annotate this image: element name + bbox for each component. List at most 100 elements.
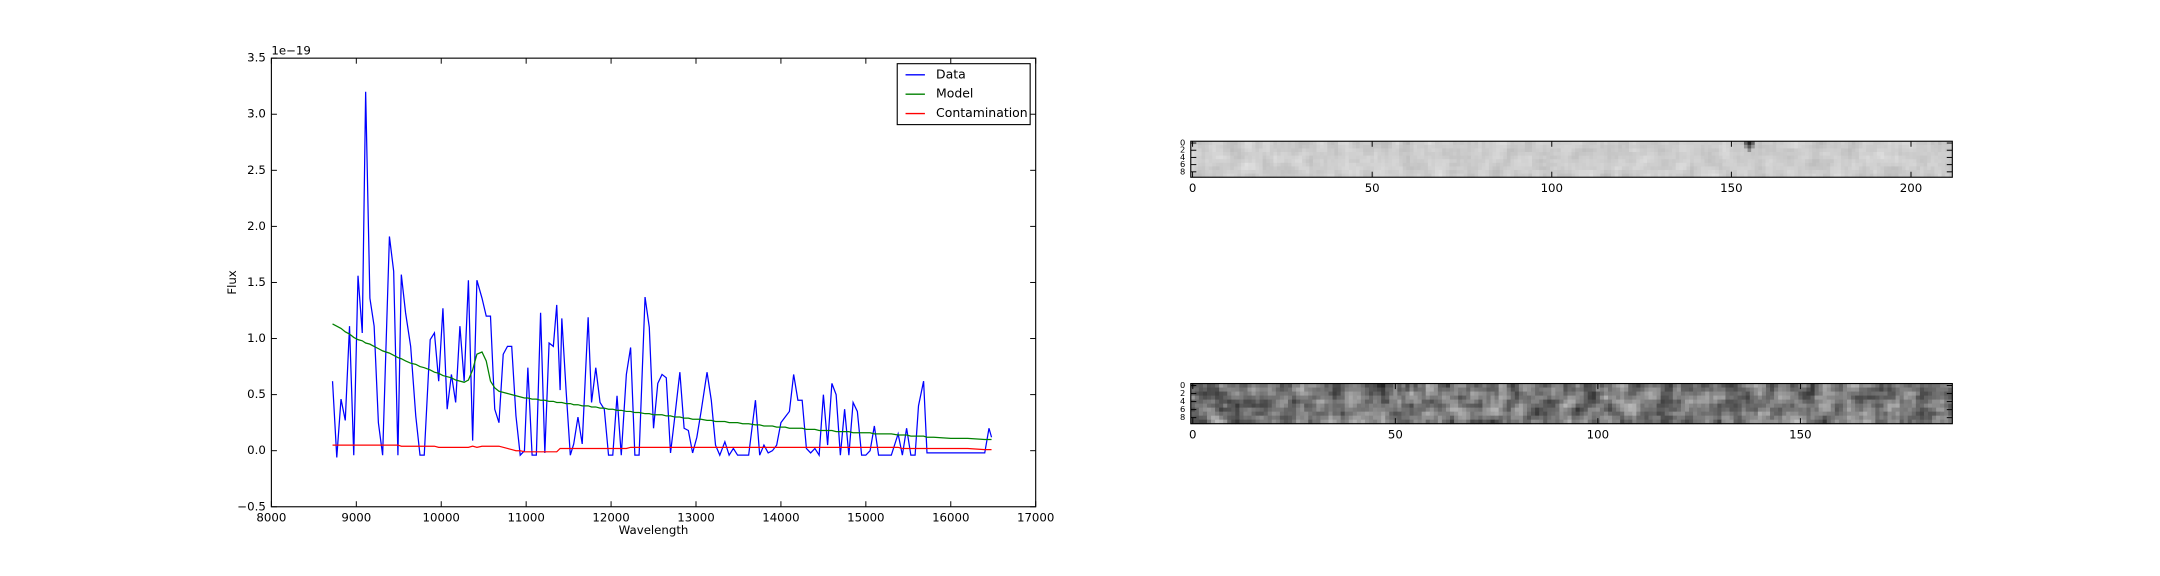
pixel <box>1895 395 1901 401</box>
pixel <box>1911 415 1917 421</box>
pixel <box>1729 152 1734 157</box>
pixel <box>1263 411 1269 417</box>
pixel <box>1431 159 1436 164</box>
pixel <box>1531 415 1536 421</box>
pixel <box>1830 162 1835 167</box>
pixel <box>1267 395 1273 401</box>
pixel <box>1267 391 1273 396</box>
pixel <box>1292 383 1297 388</box>
pixel <box>1437 415 1443 421</box>
pixel <box>1822 383 1828 388</box>
pixel <box>1320 407 1325 413</box>
pixel <box>1618 155 1623 160</box>
pixel <box>1201 170 1206 175</box>
pixel <box>1907 411 1913 417</box>
pixel <box>1429 407 1435 413</box>
pixel <box>1875 399 1880 405</box>
pixel <box>1937 170 1942 175</box>
pixel <box>1340 395 1346 401</box>
pixel <box>1898 166 1903 171</box>
pixel <box>1429 415 1435 421</box>
pixel <box>1478 173 1483 178</box>
pixel <box>1583 403 1589 409</box>
pixel <box>1463 144 1468 149</box>
pixel <box>1241 170 1246 175</box>
pixel <box>1887 419 1892 425</box>
pixel <box>1668 141 1673 146</box>
pixel <box>1490 383 1495 388</box>
pixel <box>1424 155 1429 160</box>
pixel <box>1660 399 1666 405</box>
pixel <box>1395 152 1400 157</box>
pixel <box>1895 399 1901 405</box>
pixel <box>1934 152 1939 157</box>
pixel <box>1460 162 1465 167</box>
pixel <box>1794 403 1799 409</box>
pixel <box>1255 399 1261 405</box>
pixel <box>1542 152 1547 157</box>
pixel <box>1903 391 1909 396</box>
pixel <box>1668 148 1673 153</box>
pixel <box>1526 391 1532 396</box>
pixel <box>1871 383 1876 388</box>
pixel <box>1531 395 1536 401</box>
pixel <box>1431 173 1436 178</box>
pixel <box>1715 166 1720 171</box>
pixel <box>1233 148 1238 153</box>
pixel <box>1798 407 1803 413</box>
pixel <box>1406 141 1411 146</box>
pixel <box>1283 415 1289 421</box>
pixel <box>1704 152 1709 157</box>
pixel <box>1309 159 1314 164</box>
pixel <box>1643 170 1648 175</box>
pixel <box>1413 148 1418 153</box>
pixel <box>1424 166 1429 171</box>
pixel <box>1197 159 1202 164</box>
pixel <box>1769 159 1774 164</box>
pixel <box>1389 419 1394 425</box>
pixel <box>1344 419 1350 425</box>
pixel <box>1733 395 1739 401</box>
pixel <box>1492 166 1497 171</box>
x-tick-label: 50 <box>1388 427 1403 441</box>
pixel <box>1433 391 1439 396</box>
pixel <box>1248 141 1253 146</box>
y-tick-label: −0.5 <box>237 499 266 513</box>
pixel <box>1632 155 1637 160</box>
pixel <box>1397 395 1402 401</box>
pixel <box>1941 144 1946 149</box>
pixel <box>1271 395 1277 401</box>
pixel <box>1765 387 1771 392</box>
pixel <box>1409 395 1414 401</box>
pixel <box>1790 159 1795 164</box>
pixel <box>1388 159 1393 164</box>
pixel <box>1676 419 1682 425</box>
pixel <box>1808 148 1813 153</box>
pixel <box>1822 403 1828 409</box>
pixel <box>1341 166 1346 171</box>
pixel <box>1873 144 1878 149</box>
pixel <box>1259 144 1264 149</box>
pixel <box>1522 403 1528 409</box>
pixel <box>1709 411 1714 417</box>
pixel <box>1648 419 1653 425</box>
pixel <box>1328 383 1333 388</box>
pixel <box>1502 411 1508 417</box>
pixel <box>1701 415 1706 421</box>
pixel <box>1517 141 1522 146</box>
pixel <box>1327 170 1332 175</box>
pixel <box>1607 144 1612 149</box>
pixel <box>1506 152 1511 157</box>
pixel <box>1879 411 1884 417</box>
pixel <box>1600 166 1605 171</box>
pixel <box>1466 391 1471 396</box>
pixel <box>1603 403 1609 409</box>
pixel <box>1417 148 1422 153</box>
pixel <box>1441 387 1447 392</box>
pixel <box>1474 159 1479 164</box>
pixel <box>1205 148 1210 153</box>
pixel <box>1368 411 1374 417</box>
pixel <box>1553 144 1558 149</box>
pixel <box>1450 395 1455 401</box>
